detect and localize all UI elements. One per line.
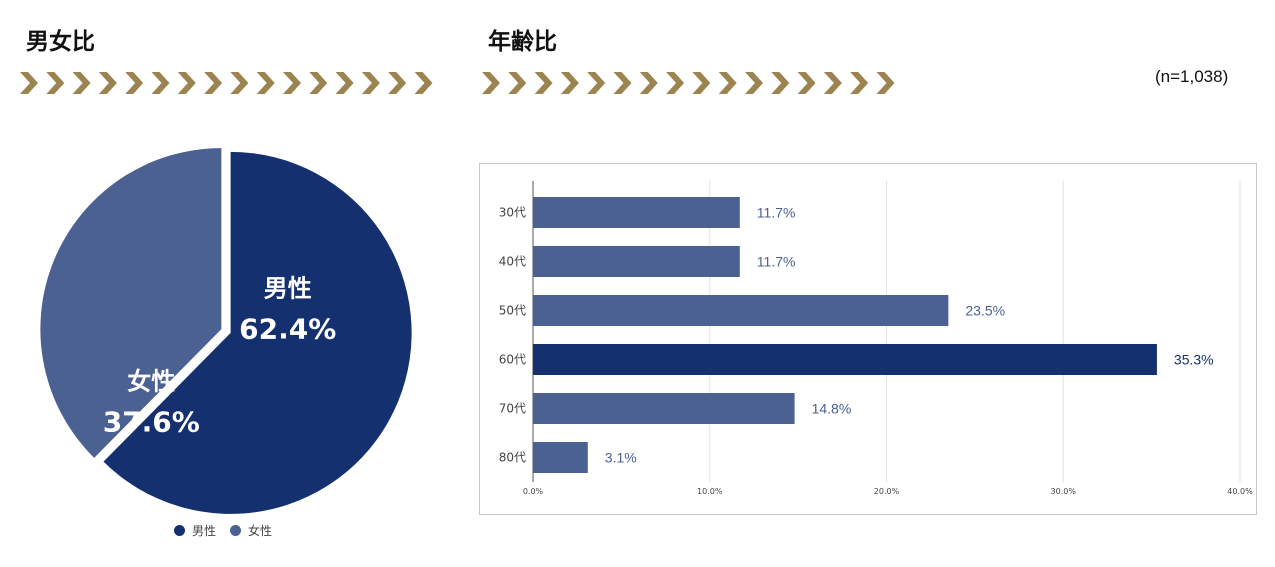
- chevron-icon: [666, 72, 685, 94]
- x-tick-label: 0.0%: [523, 487, 544, 496]
- pie-slice-label: 男性: [264, 275, 312, 303]
- legend-item-female: 女性: [230, 522, 272, 539]
- pie-slice-male: [103, 151, 412, 514]
- x-tick-label: 30.0%: [1051, 487, 1077, 496]
- x-tick-label: 20.0%: [874, 487, 900, 496]
- bar-value-label: 23.5%: [965, 303, 1005, 319]
- chevron-icon: [256, 72, 275, 94]
- x-tick-label: 40.0%: [1227, 487, 1253, 496]
- pie-slice-label: 女性: [127, 367, 175, 395]
- bar-value-label: 11.7%: [757, 205, 796, 221]
- age-bar-chart: 0.0% 10.0% 20.0% 30.0% 40.0% 30代 11.7% 40代 11.7%…: [499, 181, 1253, 496]
- bar-60代: [533, 344, 1157, 375]
- chevron-icon: [797, 72, 816, 94]
- bar-value-label: 35.3%: [1174, 352, 1214, 368]
- legend-item-male: 男性: [174, 522, 216, 539]
- category-label: 70代: [499, 402, 526, 416]
- category-label: 50代: [499, 304, 526, 318]
- legend-label-female: 女性: [248, 524, 273, 538]
- chevron-icon: [335, 72, 354, 94]
- chevron-icon: [692, 72, 711, 94]
- age-bar-chart-panel: 0.0% 10.0% 20.0% 30.0% 40.0% 30代 11.7% 40代 11.7%…: [479, 163, 1257, 515]
- gender-pie-chart: 男性 62.4% 女性 37.6%: [40, 148, 412, 514]
- chevron-icon: [388, 72, 407, 94]
- bar-value-label: 14.8%: [812, 401, 852, 417]
- chevron-icon: [534, 72, 553, 94]
- chevron-icon: [560, 72, 579, 94]
- chevron-icon: [125, 72, 144, 94]
- chevron-icon: [482, 72, 500, 94]
- chevron-icon: [718, 72, 737, 94]
- bar-40代: [533, 246, 740, 277]
- category-label: 80代: [499, 451, 526, 465]
- chevron-icon: [283, 72, 301, 94]
- chevron-divider-left: [20, 72, 433, 94]
- legend-swatch-female: [230, 525, 242, 536]
- legend-label-male: 男性: [192, 524, 217, 538]
- legend-swatch-male: [174, 525, 185, 536]
- pie-slice-female: [40, 148, 222, 458]
- chevron-icon: [361, 72, 380, 94]
- chevron-icon: [414, 72, 433, 94]
- bar-50代: [533, 295, 949, 326]
- x-tick-label: 10.0%: [697, 487, 723, 496]
- chevron-icon: [309, 72, 328, 94]
- pie-slice-value-label: 62.4%: [239, 313, 336, 346]
- chevron-divider-right: [482, 72, 895, 94]
- chevron-icon: [230, 72, 249, 94]
- chevron-icon: [639, 72, 658, 94]
- chevron-icon: [204, 72, 223, 94]
- sample-size-label: (n=1,038): [1155, 67, 1229, 86]
- chevron-icon: [771, 72, 790, 94]
- chevron-icon: [823, 72, 842, 94]
- chevron-icon: [151, 72, 170, 94]
- chevron-icon: [613, 72, 632, 94]
- category-label: 60代: [499, 353, 526, 367]
- chevron-icon: [850, 72, 869, 94]
- bar-value-label: 11.7%: [757, 254, 796, 270]
- category-label: 30代: [499, 206, 526, 220]
- pie-legend: 男性 女性: [174, 522, 286, 539]
- age-ratio-title: 年齢比: [488, 29, 557, 55]
- bar-70代: [533, 393, 795, 424]
- chevron-icon: [508, 72, 527, 94]
- category-label: 40代: [499, 255, 526, 269]
- bar-30代: [533, 197, 740, 228]
- chevron-icon: [745, 72, 763, 94]
- chevron-icon: [587, 72, 606, 94]
- bar-value-label: 3.1%: [605, 450, 637, 466]
- pie-slice-value-label: 37.6%: [103, 405, 200, 438]
- chevron-icon: [876, 72, 895, 94]
- chevron-icon: [46, 72, 65, 94]
- bar-80代: [533, 442, 588, 473]
- gender-ratio-title: 男女比: [26, 29, 95, 55]
- chevron-icon: [177, 72, 196, 94]
- chevron-icon: [98, 72, 117, 94]
- chevron-icon: [20, 72, 38, 94]
- chevron-icon: [72, 72, 91, 94]
